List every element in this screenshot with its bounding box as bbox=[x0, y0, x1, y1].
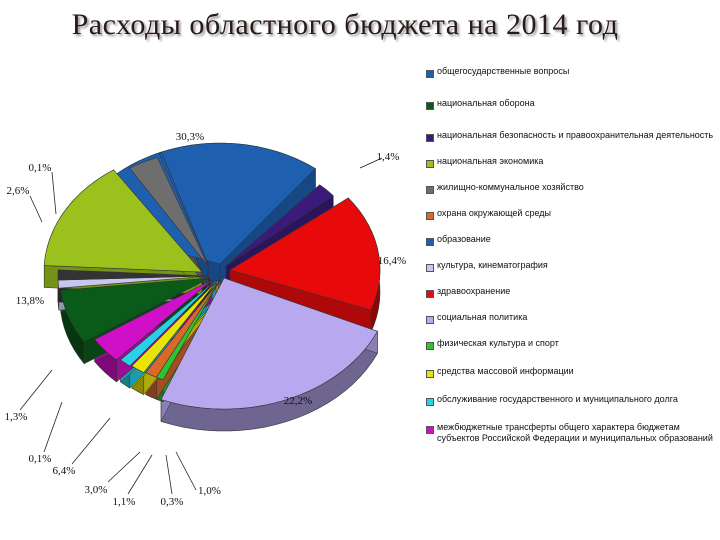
legend-label: национальная оборона bbox=[437, 98, 535, 108]
pie-slice bbox=[60, 277, 211, 343]
legend-swatch bbox=[426, 398, 434, 406]
data-label: 0,1% bbox=[29, 453, 52, 465]
legend-label: образование bbox=[437, 234, 491, 244]
data-label: 1,3% bbox=[5, 411, 28, 423]
legend-label: национальная безопасность и правоохранит… bbox=[437, 130, 714, 140]
data-label: 0,1% bbox=[29, 162, 52, 174]
data-label: 0,3% bbox=[161, 496, 184, 508]
pie-slice bbox=[94, 279, 213, 361]
leader-line bbox=[19, 369, 53, 411]
leader-line bbox=[175, 451, 197, 491]
legend-swatch bbox=[426, 370, 434, 378]
legend-swatch bbox=[426, 212, 434, 220]
legend-item: межбюджетные трансферты общего характера… bbox=[426, 422, 718, 444]
pie-slice bbox=[225, 184, 334, 267]
legend-label: средства массовой информации bbox=[437, 366, 574, 376]
data-label: 16,4% bbox=[378, 255, 406, 267]
data-label: 2,6% bbox=[7, 185, 30, 197]
data-label: 1,4% bbox=[377, 151, 400, 163]
legend-label: культура, кинематография bbox=[437, 260, 548, 270]
legend-item: здравоохранение bbox=[426, 286, 718, 298]
legend-swatch bbox=[426, 160, 434, 168]
legend-label: охрана окружающей среды bbox=[437, 208, 551, 218]
legend-item: жилищно-коммунальное хозяйство bbox=[426, 182, 718, 194]
chart-title: Расходы областного бюджета на 2014 год bbox=[71, 8, 619, 41]
legend-label: социальная политика bbox=[437, 312, 528, 322]
pie-slice bbox=[229, 197, 381, 311]
pie-slice bbox=[129, 157, 209, 267]
legend-label: здравоохранение bbox=[437, 286, 511, 296]
legend: общегосударственные вопросы национальная … bbox=[426, 66, 718, 444]
pie-slice bbox=[160, 277, 378, 410]
legend-item: культура, кинематография bbox=[426, 260, 718, 272]
legend-item: образование bbox=[426, 234, 718, 246]
leader-line bbox=[107, 451, 141, 483]
legend-item: средства массовой информации bbox=[426, 366, 718, 378]
legend-swatch bbox=[426, 342, 434, 350]
legend-swatch bbox=[426, 70, 434, 78]
legend-item: охрана окружающей среды bbox=[426, 208, 718, 220]
legend-label: общегосударственные вопросы bbox=[437, 66, 570, 76]
data-label: 3,0% bbox=[85, 484, 108, 496]
leader-line bbox=[359, 157, 383, 169]
data-label: 13,8% bbox=[16, 295, 44, 307]
legend-label: межбюджетные трансферты общего характера… bbox=[437, 422, 713, 443]
legend-swatch bbox=[426, 316, 434, 324]
legend-item: обслуживание государственного и муниципа… bbox=[426, 394, 718, 406]
legend-label: обслуживание государственного и муниципа… bbox=[437, 394, 678, 404]
data-label: 1,1% bbox=[113, 496, 136, 508]
legend-item: национальная безопасность и правоохранит… bbox=[426, 130, 718, 142]
legend-label: национальная экономика bbox=[437, 156, 544, 166]
data-label: 6,4% bbox=[53, 465, 76, 477]
leader-line bbox=[29, 195, 43, 223]
data-label: 30,3% bbox=[176, 131, 204, 143]
leader-line bbox=[165, 454, 173, 495]
leader-line bbox=[71, 417, 111, 465]
pie-slice bbox=[57, 269, 209, 281]
leader-line bbox=[127, 454, 153, 495]
pie-slice bbox=[43, 169, 203, 273]
legend-swatch bbox=[426, 264, 434, 272]
pie-slice bbox=[120, 279, 217, 367]
legend-swatch bbox=[426, 290, 434, 298]
legend-item: национальная оборона bbox=[426, 98, 718, 110]
legend-swatch bbox=[426, 102, 434, 110]
data-label: 22,2% bbox=[284, 395, 312, 407]
legend-label: жилищно-коммунальное хозяйство bbox=[437, 182, 584, 192]
pie-slice bbox=[145, 279, 221, 378]
leader-line bbox=[43, 401, 63, 453]
legend-swatch bbox=[426, 186, 434, 194]
legend-label: физическая культура и спорт bbox=[437, 338, 559, 348]
pie-slice bbox=[131, 279, 219, 373]
legend-item: физическая культура и спорт bbox=[426, 338, 718, 350]
legend-swatch bbox=[426, 238, 434, 246]
legend-item: социальная политика bbox=[426, 312, 718, 324]
legend-item: национальная экономика bbox=[426, 156, 718, 168]
legend-swatch bbox=[426, 426, 434, 434]
leader-line bbox=[51, 171, 57, 215]
pie-slice bbox=[158, 152, 209, 265]
legend-swatch bbox=[426, 134, 434, 142]
data-label: 1,0% bbox=[198, 485, 221, 497]
legend-item: общегосударственные вопросы bbox=[426, 66, 718, 78]
